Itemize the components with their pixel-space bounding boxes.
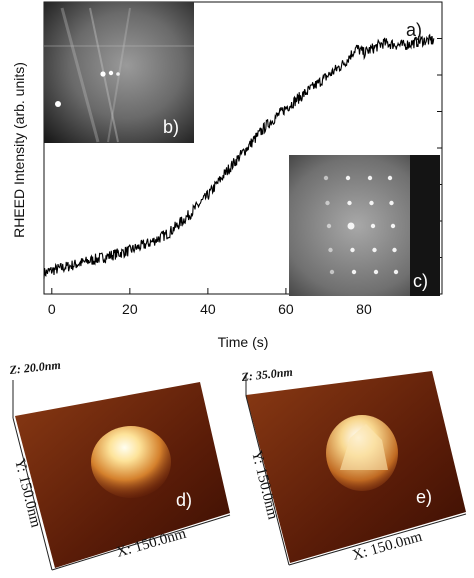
- diffraction-spot: [350, 247, 355, 253]
- x-tick-label: 60: [278, 301, 294, 317]
- diffraction-spot: [55, 101, 61, 107]
- diffraction-spots-c: [323, 175, 399, 275]
- afm-d-mound: [91, 426, 171, 498]
- diffraction-spot: [389, 200, 394, 206]
- diffraction-spot: [392, 247, 397, 253]
- diffraction-spot: [347, 200, 352, 206]
- diffraction-spot: [116, 72, 120, 76]
- afm-d-x-axis: [51, 514, 231, 571]
- x-tick-label: 40: [200, 301, 216, 317]
- diffraction-spot: [373, 269, 379, 275]
- diffraction-spot: [328, 247, 333, 253]
- rheed-b-image: [44, 2, 194, 143]
- panel-label-c: c): [413, 271, 428, 291]
- diffraction-spot: [369, 200, 374, 206]
- afm-e-x-axis: [288, 513, 467, 566]
- afm-e-z-scale: Z: 35.0nm: [240, 365, 294, 384]
- diffraction-spot: [393, 269, 399, 275]
- x-tick-label: 80: [356, 301, 372, 317]
- diffraction-spot: [323, 175, 329, 181]
- x-tick-labels: 0 20 40 60 80: [48, 301, 372, 317]
- diffraction-spot: [367, 175, 373, 181]
- rheed-c-dark-edge: [410, 155, 440, 296]
- afm-e-peak: [340, 424, 388, 470]
- diffraction-spot: [108, 70, 114, 76]
- diffraction-spot: [347, 222, 355, 230]
- rheed-inset-b: b): [44, 2, 194, 143]
- panel-label-b: b): [163, 117, 179, 137]
- diffraction-spot: [329, 269, 335, 275]
- series-line: [43, 33, 435, 279]
- afm-panel-e: Z: 35.0nm Y: 150.0nm X: 150.0nm e): [240, 365, 467, 566]
- x-axis-label: Time (s): [218, 334, 269, 350]
- x-tick-label: 0: [48, 301, 56, 317]
- rheed-intensity-chart: 0 20 40 60 80 Time (s) RHEED Intensity (arb.…: [11, 1, 443, 350]
- rheed-inset-c: c): [289, 155, 440, 296]
- diffraction-spot: [390, 223, 396, 229]
- panel-label-d: d): [176, 490, 192, 510]
- afm-e-y-axis: [245, 395, 290, 566]
- diffraction-spot: [100, 71, 106, 77]
- streak: [60, 7, 100, 143]
- afm-d-y-axis: [12, 417, 53, 571]
- afm-d-z-scale: Z: 20.0nm: [8, 358, 62, 377]
- panel-label-a: a): [406, 20, 422, 40]
- panel-label-e: e): [416, 487, 432, 507]
- diffraction-spot: [372, 247, 377, 253]
- diffraction-spot: [370, 223, 376, 229]
- diffraction-spot: [351, 269, 357, 275]
- diffraction-spot: [387, 175, 393, 181]
- y-axis-label: RHEED Intensity (arb. units): [11, 62, 27, 238]
- x-tick-label: 20: [122, 301, 138, 317]
- diffraction-spot: [326, 223, 332, 229]
- diffraction-spot: [345, 175, 351, 181]
- diffraction-spot: [325, 200, 330, 206]
- afm-panel-d: Z: 20.0nm Y: 150.0nm X: 150.0nm d): [8, 358, 231, 571]
